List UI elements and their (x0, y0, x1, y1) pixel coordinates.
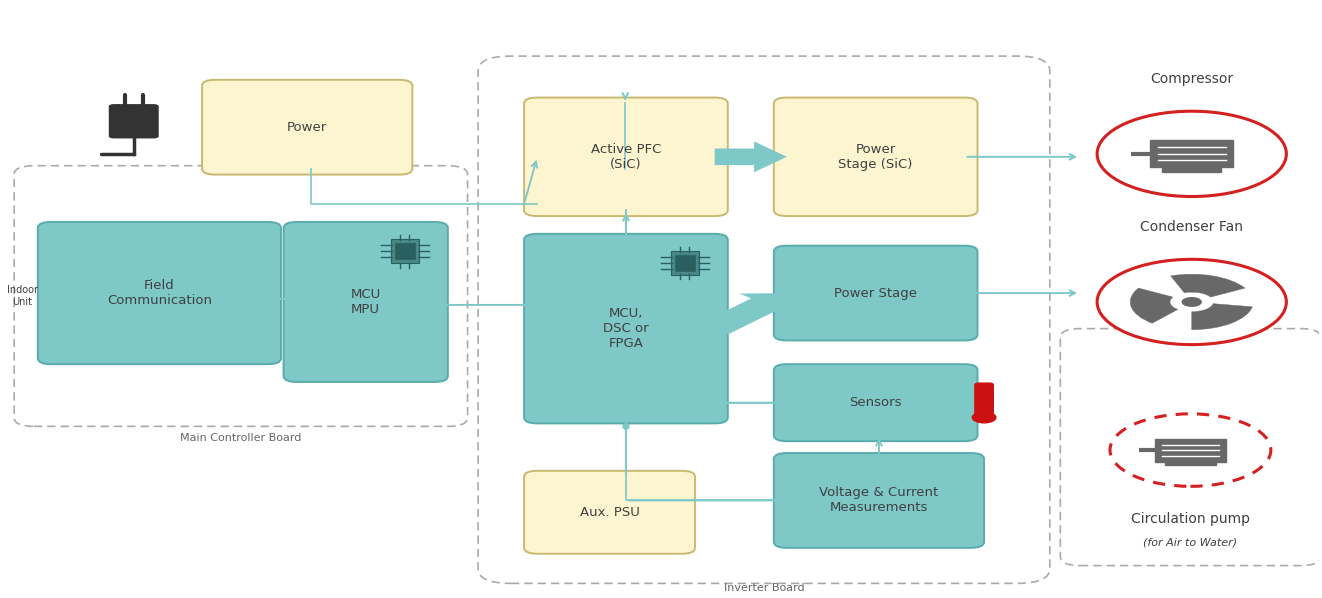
Text: Power
Stage (SiC): Power Stage (SiC) (838, 143, 914, 171)
FancyBboxPatch shape (284, 222, 448, 382)
FancyBboxPatch shape (773, 97, 977, 216)
FancyBboxPatch shape (674, 255, 694, 271)
FancyBboxPatch shape (1162, 166, 1222, 172)
FancyBboxPatch shape (1150, 141, 1233, 167)
Text: MCU
MPU: MCU MPU (350, 288, 381, 316)
Text: Aux. PSU: Aux. PSU (579, 506, 640, 519)
Text: Circulation pump: Circulation pump (1130, 512, 1249, 526)
FancyBboxPatch shape (773, 453, 984, 548)
FancyBboxPatch shape (390, 239, 419, 263)
FancyBboxPatch shape (773, 364, 977, 441)
Text: Inverter Board: Inverter Board (723, 582, 804, 593)
Text: Condenser Fan: Condenser Fan (1141, 219, 1243, 234)
Text: Active PFC
(SiC): Active PFC (SiC) (591, 143, 661, 171)
FancyArrow shape (701, 293, 791, 334)
FancyBboxPatch shape (395, 243, 415, 260)
Text: Power Stage: Power Stage (834, 286, 917, 300)
Circle shape (972, 412, 995, 423)
Text: Power: Power (287, 121, 328, 134)
FancyBboxPatch shape (1165, 460, 1216, 465)
Text: Voltage & Current
Measurements: Voltage & Current Measurements (820, 486, 939, 514)
FancyBboxPatch shape (670, 251, 699, 275)
FancyBboxPatch shape (108, 104, 159, 139)
Text: (for Air to Water): (for Air to Water) (1144, 538, 1237, 548)
Text: Indoor
Unit: Indoor Unit (7, 285, 37, 307)
FancyBboxPatch shape (524, 234, 728, 423)
Wedge shape (1171, 274, 1245, 297)
Wedge shape (1191, 304, 1252, 329)
Circle shape (1182, 298, 1202, 306)
Circle shape (1110, 414, 1270, 486)
FancyBboxPatch shape (202, 80, 412, 175)
Text: Main Controller Board: Main Controller Board (180, 433, 301, 443)
FancyBboxPatch shape (524, 97, 728, 216)
Circle shape (1097, 111, 1286, 197)
FancyArrow shape (715, 141, 787, 172)
Text: Compressor: Compressor (1150, 72, 1233, 86)
Wedge shape (1130, 288, 1178, 323)
Text: Sensors: Sensors (850, 396, 902, 409)
Text: MCU,
DSC or
FPGA: MCU, DSC or FPGA (603, 307, 649, 350)
FancyBboxPatch shape (974, 383, 993, 416)
Text: Field
Communication: Field Communication (107, 279, 212, 307)
FancyBboxPatch shape (773, 246, 977, 340)
FancyBboxPatch shape (38, 222, 282, 364)
FancyBboxPatch shape (1155, 438, 1225, 462)
FancyBboxPatch shape (524, 471, 695, 554)
Circle shape (1097, 260, 1286, 344)
